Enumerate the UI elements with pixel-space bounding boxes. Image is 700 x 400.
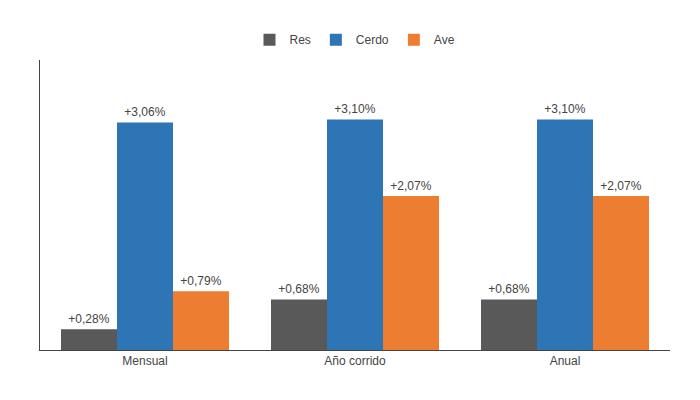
svg-text:Res: Res: [290, 33, 311, 47]
svg-text:Año corrido: Año corrido: [324, 354, 386, 368]
svg-text:+0,28%: +0,28%: [68, 312, 109, 326]
svg-text:+3,10%: +3,10%: [334, 102, 375, 116]
svg-text:+2,07%: +2,07%: [390, 179, 431, 193]
svg-text:Anual: Anual: [550, 354, 581, 368]
svg-text:+3,10%: +3,10%: [544, 102, 585, 116]
svg-text:+0,79%: +0,79%: [180, 274, 221, 288]
svg-text:Ave: Ave: [434, 33, 455, 47]
svg-text:Mensual: Mensual: [122, 354, 167, 368]
svg-text:+2,07%: +2,07%: [600, 179, 641, 193]
svg-text:+0,68%: +0,68%: [278, 282, 319, 296]
svg-text:+3,06%: +3,06%: [124, 105, 165, 119]
svg-text:Cerdo: Cerdo: [356, 33, 389, 47]
svg-text:+0,68%: +0,68%: [488, 282, 529, 296]
